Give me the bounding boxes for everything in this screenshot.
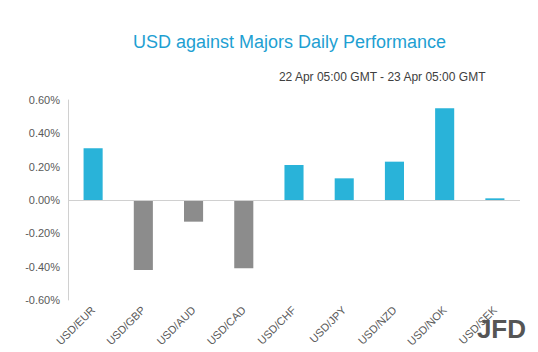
svg-text:-0.20%: -0.20% <box>25 227 60 239</box>
svg-text:-0.60%: -0.60% <box>25 294 60 306</box>
svg-text:JFD: JFD <box>476 314 526 344</box>
svg-text:22 Apr 05:00 GMT - 23 Apr 05:0: 22 Apr 05:00 GMT - 23 Apr 05:00 GMT <box>279 70 486 84</box>
svg-text:-0.40%: -0.40% <box>25 261 60 273</box>
svg-text:USD/EUR: USD/EUR <box>54 304 97 347</box>
svg-text:USD/CAD: USD/CAD <box>205 304 248 347</box>
svg-text:0.40%: 0.40% <box>29 127 60 139</box>
svg-text:USD/NOK: USD/NOK <box>405 303 449 347</box>
svg-text:0.00%: 0.00% <box>29 194 60 206</box>
svg-text:USD/AUD: USD/AUD <box>154 304 197 347</box>
svg-text:USD against Majors Daily Perfo: USD against Majors Daily Performance <box>133 32 446 52</box>
svg-text:USD/SEK: USD/SEK <box>457 303 500 346</box>
svg-text:USD/CHF: USD/CHF <box>255 304 298 347</box>
svg-text:USD/JPY: USD/JPY <box>307 303 349 345</box>
svg-text:0.20%: 0.20% <box>29 161 60 173</box>
svg-text:USD/NZD: USD/NZD <box>356 304 399 347</box>
svg-text:0.60%: 0.60% <box>29 94 60 106</box>
svg-text:USD/GBP: USD/GBP <box>104 304 147 347</box>
